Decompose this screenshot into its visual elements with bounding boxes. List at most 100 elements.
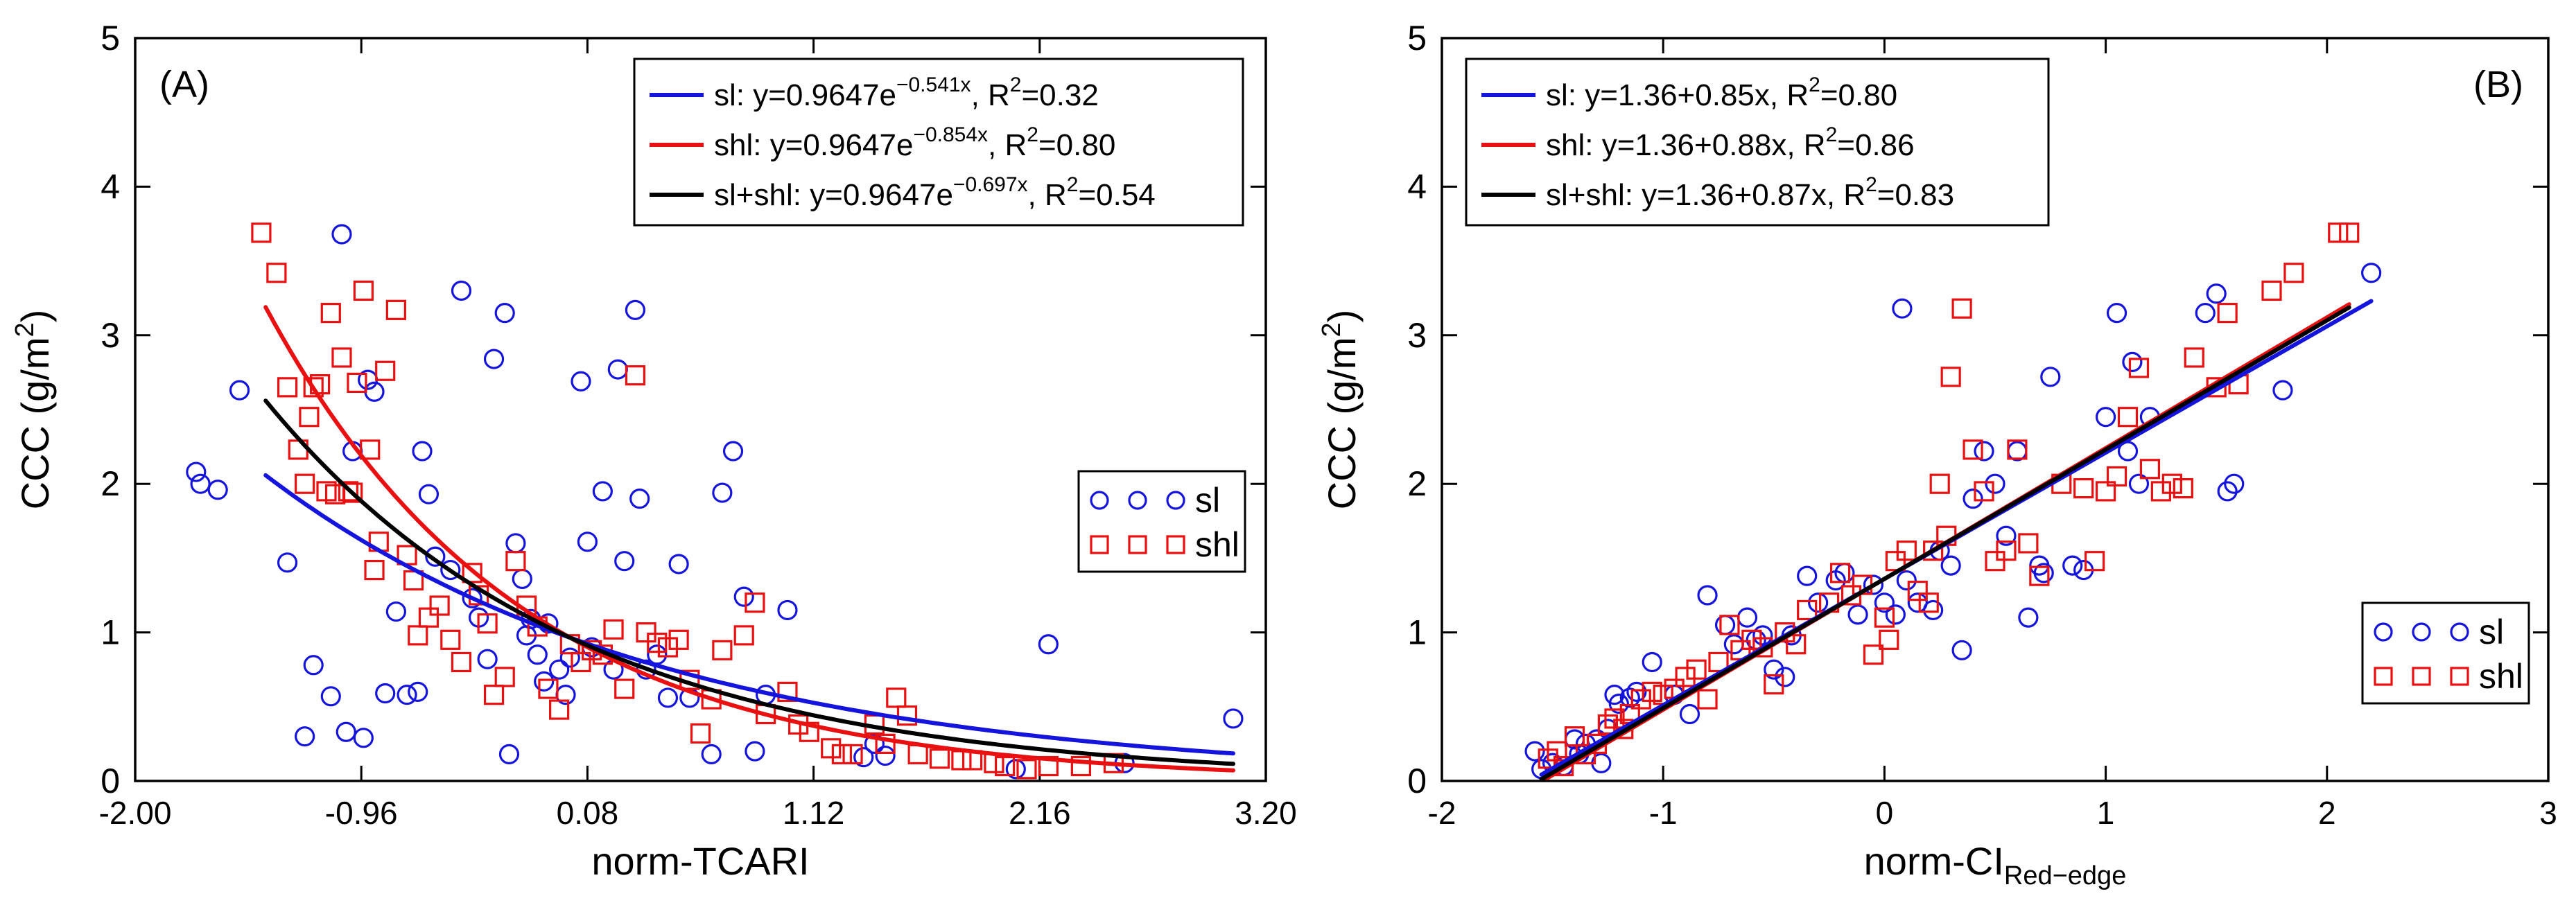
marker-legend: sl shl bbox=[2361, 601, 2530, 705]
data-point-shl bbox=[1686, 659, 1707, 680]
data-point-shl bbox=[1786, 634, 1807, 655]
data-point-shl bbox=[2117, 407, 2139, 428]
y-tick-label: 2 bbox=[1407, 464, 1427, 503]
data-point-sl bbox=[512, 568, 532, 590]
panel-a: -2.00 -0.96 0.08 1.12 2.16 3.20 0 1 2 3 4 5 norm-TCA… bbox=[10, 19, 1297, 883]
legend-equation: sl: y=0.9647e−0.541x, R2=0.32 bbox=[714, 73, 1099, 112]
data-point-shl bbox=[538, 678, 559, 699]
data-point-shl bbox=[603, 619, 624, 640]
data-point-sl bbox=[2361, 263, 2382, 283]
data-point-shl bbox=[1963, 439, 1983, 460]
data-point-sl bbox=[277, 552, 298, 573]
data-point-shl bbox=[462, 563, 482, 583]
data-point-sl bbox=[190, 473, 211, 494]
data-point-sl bbox=[505, 533, 526, 554]
legend-equation: shl: y=0.9647e−0.854x, R2=0.80 bbox=[714, 123, 1115, 162]
data-point-sl bbox=[2206, 283, 2227, 304]
fit-line-sl bbox=[263, 473, 1235, 756]
data-point-sl bbox=[375, 683, 396, 704]
data-point-sl bbox=[2217, 481, 2238, 502]
data-point-sl bbox=[1775, 667, 1795, 687]
data-point-shl bbox=[2106, 466, 2127, 487]
x-tick-label: 0 bbox=[1876, 795, 1894, 831]
data-point-sl bbox=[853, 747, 874, 768]
data-point-sl bbox=[2122, 351, 2143, 372]
data-point-sl bbox=[875, 745, 896, 766]
y-tick-label: 1 bbox=[1407, 613, 1427, 652]
data-point-shl bbox=[1940, 367, 1961, 387]
data-point-shl bbox=[266, 263, 287, 283]
data-point-sl bbox=[1963, 489, 1983, 509]
data-point-shl bbox=[1974, 481, 1994, 502]
data-point-shl bbox=[277, 377, 298, 398]
data-point-shl bbox=[1879, 629, 1899, 650]
data-point-shl bbox=[907, 744, 928, 765]
data-point-shl bbox=[2173, 478, 2193, 499]
fit-line-sl+shl bbox=[1539, 305, 2351, 781]
data-point-shl bbox=[2217, 303, 2238, 324]
data-point-shl bbox=[1708, 651, 1729, 673]
data-point-shl bbox=[477, 613, 498, 634]
data-point-sl bbox=[1874, 592, 1895, 613]
marker-legend-box bbox=[1077, 470, 1246, 573]
data-point-shl bbox=[364, 559, 385, 581]
data-point-sl bbox=[1996, 525, 2017, 546]
data-point-sl bbox=[2007, 441, 2028, 462]
data-point-sl bbox=[2272, 380, 2293, 401]
data-point-sl bbox=[1608, 693, 1629, 714]
data-point-shl bbox=[299, 407, 320, 428]
data-point-shl bbox=[614, 678, 635, 699]
data-point-shl bbox=[251, 222, 272, 243]
marker-legend-symbol bbox=[2374, 622, 2393, 642]
data-point-shl bbox=[1675, 667, 1696, 687]
data-point-sl bbox=[353, 728, 374, 748]
data-point-shl bbox=[929, 748, 950, 769]
data-point-shl bbox=[418, 607, 440, 628]
data-point-sl bbox=[1797, 565, 1818, 586]
data-point-shl bbox=[636, 622, 656, 643]
data-point-shl bbox=[2139, 459, 2161, 480]
data-point-sl bbox=[1752, 625, 1773, 646]
y-tick-label: 4 bbox=[1407, 167, 1427, 206]
x-tick-label: -1 bbox=[1649, 795, 1678, 831]
data-point-sl bbox=[1923, 599, 1944, 621]
data-point-sl bbox=[2018, 607, 2039, 628]
marker-legend-symbol bbox=[1166, 491, 1185, 510]
series-shl bbox=[251, 222, 1124, 780]
data-point-sl bbox=[498, 744, 520, 765]
x-tick-label: -0.96 bbox=[325, 795, 398, 831]
data-point-shl bbox=[951, 750, 972, 771]
legend-box bbox=[1465, 58, 2050, 227]
data-point-sl bbox=[2062, 555, 2083, 576]
data-point-sl bbox=[1626, 681, 1647, 702]
data-point-sl bbox=[1723, 634, 1744, 655]
data-point-shl bbox=[342, 482, 363, 503]
data-point-sl bbox=[1892, 298, 1913, 319]
series-shl bbox=[1538, 222, 2360, 777]
data-point-shl bbox=[295, 473, 315, 494]
x-tick-label: 2.16 bbox=[1009, 795, 1071, 831]
data-point-shl bbox=[1918, 592, 1939, 613]
data-point-shl bbox=[2073, 478, 2094, 499]
data-point-sl bbox=[571, 371, 591, 392]
marker-legend-box bbox=[2361, 601, 2530, 705]
data-point-sl bbox=[625, 299, 646, 320]
data-point-sl bbox=[1940, 555, 1961, 576]
panel-b: -2 -1 0 1 2 3 0 1 2 3 4 5 norm-CIRed−edge CCC (g/m2) s… bbox=[1317, 19, 2557, 890]
data-point-sl bbox=[733, 586, 754, 607]
data-point-shl bbox=[842, 744, 863, 765]
data-point-shl bbox=[385, 299, 406, 320]
plot-frame bbox=[1441, 37, 2550, 782]
data-point-shl bbox=[1929, 473, 1950, 494]
data-point-sl bbox=[1951, 640, 1972, 660]
data-point-sl bbox=[186, 462, 207, 482]
data-point-shl bbox=[2328, 222, 2349, 243]
x-tick-label: 3 bbox=[2539, 795, 2557, 831]
data-point-shl bbox=[821, 738, 842, 759]
data-point-shl bbox=[1996, 541, 2017, 561]
data-point-shl bbox=[303, 377, 324, 398]
data-point-sl bbox=[534, 671, 555, 692]
equation-legend: sl: y=0.9647e−0.541x, R2=0.32 shl: y=0.96… bbox=[633, 58, 1244, 227]
data-point-shl bbox=[331, 347, 352, 368]
